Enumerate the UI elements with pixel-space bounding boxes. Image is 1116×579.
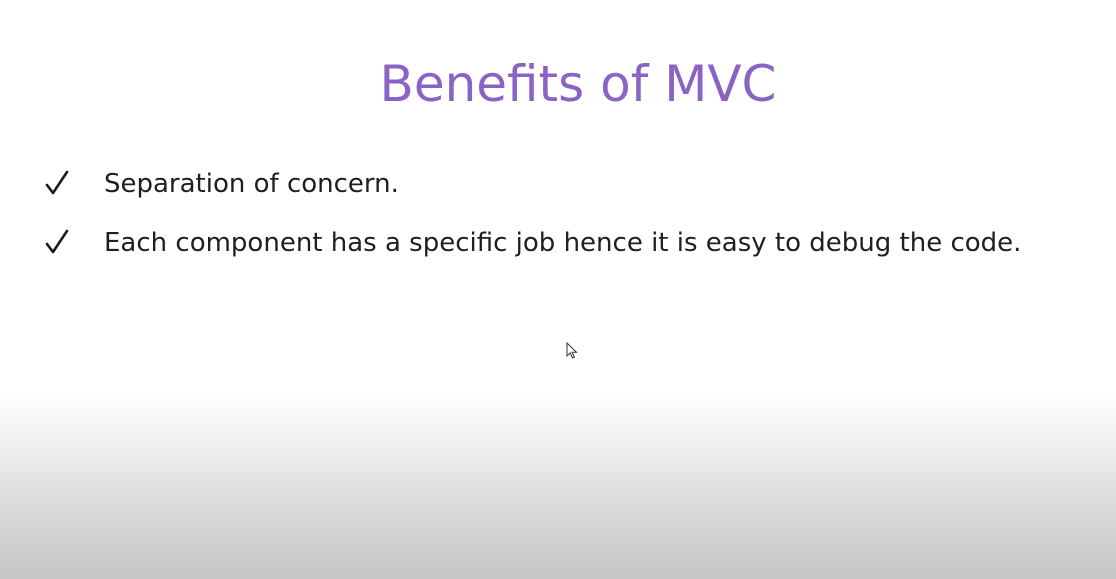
bullet-text: Each component has a specific job hence … — [104, 228, 1022, 258]
bullet-item: Separation of concern. — [44, 164, 1084, 204]
check-icon — [45, 170, 69, 195]
mouse-pointer-icon — [566, 342, 578, 359]
bullet-list: Separation of concern. Each component ha… — [44, 164, 1084, 282]
bullet-item: Each component has a specific job hence … — [44, 223, 1084, 263]
bullet-text: Separation of concern. — [104, 169, 399, 199]
slide-title: Benefits of MVC — [379, 55, 777, 113]
check-icon — [45, 229, 69, 254]
